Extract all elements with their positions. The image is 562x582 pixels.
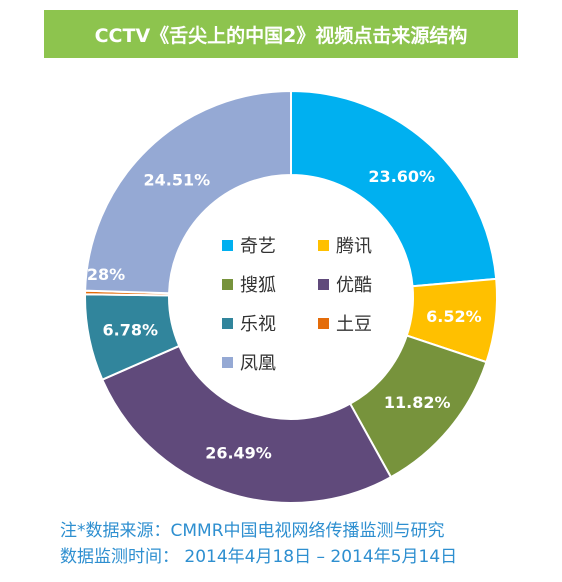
legend-item-优酷: 优酷: [318, 275, 372, 296]
legend-swatch: [318, 240, 329, 251]
legend-swatch: [222, 318, 233, 329]
data-label-土豆: 28%: [87, 265, 125, 284]
legend-label: 腾讯: [336, 236, 372, 257]
legend-item-凤凰: 凤凰: [222, 353, 276, 374]
legend-swatch: [222, 240, 233, 251]
donut-slices: [84, 89, 498, 504]
legend-label: 奇艺: [240, 236, 276, 257]
slice-优酷: [100, 344, 393, 504]
slice-奇艺: [290, 89, 498, 288]
data-label-优酷: 26.49%: [205, 443, 272, 462]
legend-item-乐视: 乐视: [222, 314, 276, 335]
legend-label: 土豆: [336, 314, 372, 335]
legend-item-搜狐: 搜狐: [222, 275, 276, 296]
legend-label: 凤凰: [240, 353, 276, 374]
footnote-source: 注*数据来源：CMMR中国电视网络传播监测与研究: [60, 521, 445, 541]
chart-title: CCTV《舌尖上的中国2》视频点击来源结构: [44, 10, 518, 58]
legend-item-土豆: 土豆: [318, 314, 372, 335]
donut-chart: 23.60% 6.52% 11.82% 26.49% 6.78% 28% 24.51% 奇艺…: [84, 89, 498, 504]
footnote: 注*数据来源：CMMR中国电视网络传播监测与研究 数据监测时间： 2014年4月…: [60, 518, 560, 570]
data-label-凤凰: 24.51%: [144, 170, 211, 189]
data-labels: 23.60% 6.52% 11.82% 26.49% 6.78% 28% 24.51%: [87, 167, 482, 462]
data-label-搜狐: 11.82%: [384, 393, 451, 412]
legend-label: 搜狐: [240, 275, 276, 296]
legend-swatch: [318, 279, 329, 290]
legend-item-奇艺: 奇艺: [222, 236, 276, 257]
legend-label: 优酷: [336, 275, 372, 296]
slice-凤凰: [84, 89, 292, 295]
legend-label: 乐视: [240, 314, 276, 335]
data-label-奇艺: 23.60%: [368, 167, 435, 186]
data-label-腾讯: 6.52%: [426, 307, 482, 326]
legend-swatch: [222, 357, 233, 368]
data-label-乐视: 6.78%: [103, 321, 159, 340]
legend-swatch: [318, 318, 329, 329]
footnote-period: 数据监测时间： 2014年4月18日 – 2014年5月14日: [60, 547, 458, 567]
legend-item-腾讯: 腾讯: [318, 236, 372, 257]
legend-swatch: [222, 279, 233, 290]
